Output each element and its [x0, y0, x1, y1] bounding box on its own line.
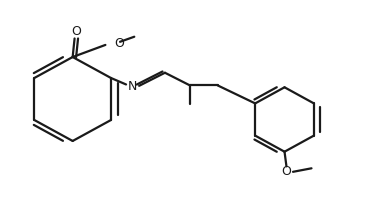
Text: O: O: [114, 37, 124, 50]
Text: O: O: [71, 25, 81, 38]
Text: O: O: [282, 165, 291, 178]
Text: N: N: [128, 80, 137, 93]
